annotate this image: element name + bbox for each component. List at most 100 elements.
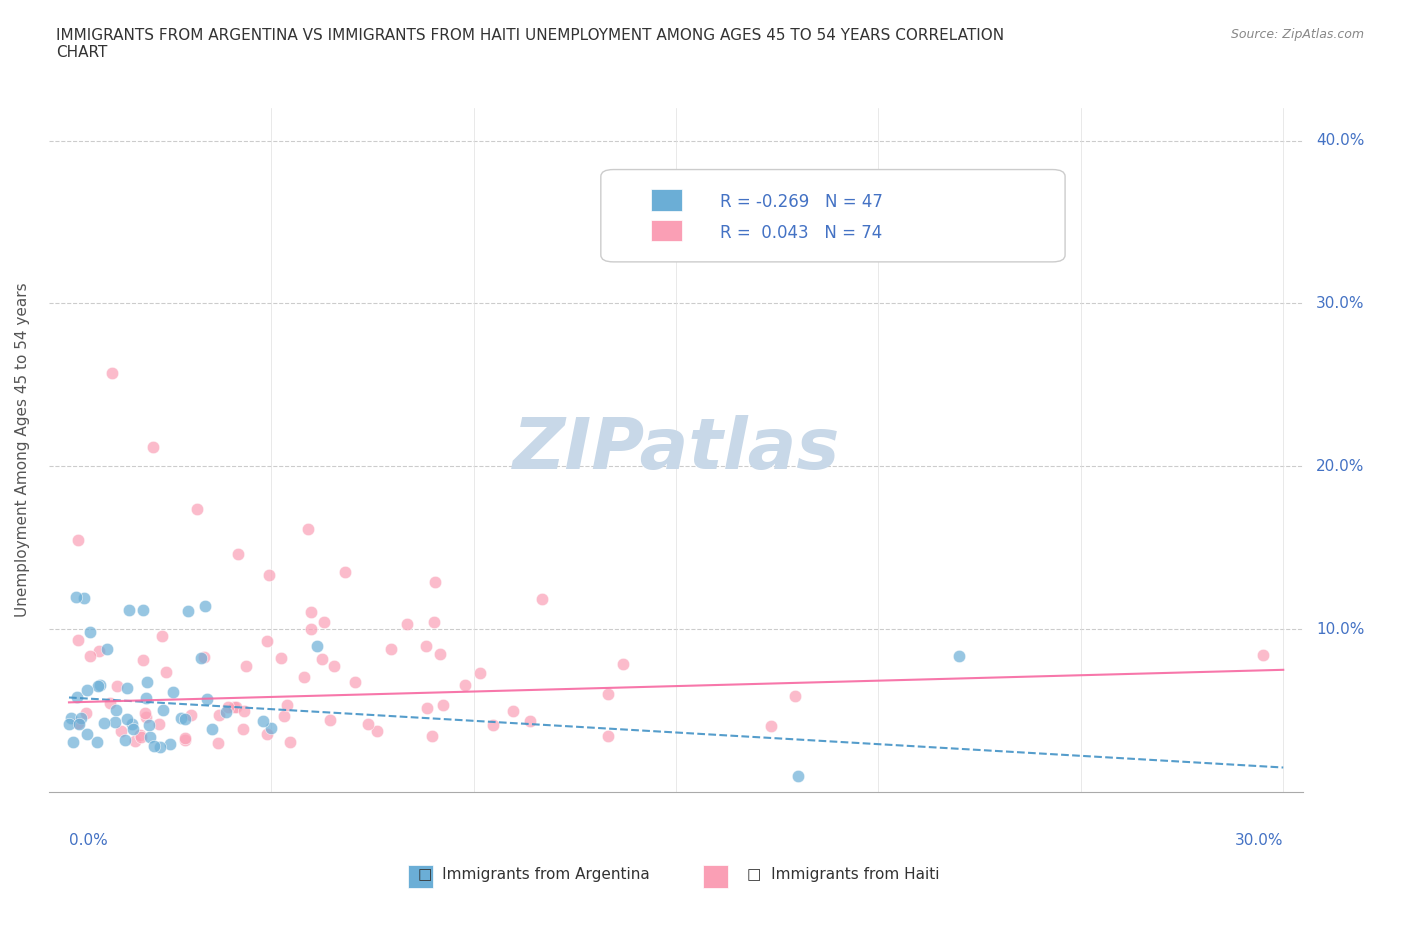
Point: [454, 678, 477, 693]
Point: [138, 717, 160, 732]
Point: [70, 711, 93, 725]
Point: [118, 603, 141, 618]
Point: [208, 707, 231, 722]
Point: [297, 522, 319, 537]
Point: [395, 617, 418, 631]
Point: [415, 639, 437, 654]
Point: [259, 567, 281, 582]
Point: [482, 718, 505, 733]
Point: [232, 722, 254, 737]
Point: [273, 708, 295, 723]
Point: [135, 691, 157, 706]
Point: [311, 651, 333, 666]
Point: [96, 642, 118, 657]
Point: [785, 688, 807, 703]
Point: [190, 651, 212, 666]
Point: [180, 707, 202, 722]
Point: [76, 683, 98, 698]
Point: [948, 649, 970, 664]
Point: [193, 598, 215, 613]
Text: □  Immigrants from Argentina: □ Immigrants from Argentina: [419, 867, 650, 882]
Point: [432, 698, 454, 712]
Point: [343, 674, 366, 689]
Point: [323, 658, 346, 673]
Point: [256, 726, 278, 741]
Y-axis label: Unemployment Among Ages 45 to 54 years: Unemployment Among Ages 45 to 54 years: [15, 283, 30, 618]
Point: [280, 735, 302, 750]
Point: [101, 365, 124, 380]
Point: [129, 727, 152, 742]
Point: [468, 666, 491, 681]
Bar: [651, 219, 682, 242]
Point: [423, 614, 446, 629]
Point: [131, 730, 153, 745]
Point: [380, 642, 402, 657]
Point: [89, 677, 111, 692]
Point: [110, 724, 132, 738]
FancyBboxPatch shape: [600, 169, 1066, 262]
Point: [429, 646, 451, 661]
Point: [307, 638, 329, 653]
Point: [152, 702, 174, 717]
Point: [121, 716, 143, 731]
Point: [173, 733, 195, 748]
Point: [260, 721, 283, 736]
Point: [139, 729, 162, 744]
Point: [502, 704, 524, 719]
Point: [79, 648, 101, 663]
Point: [270, 650, 292, 665]
Point: [186, 501, 208, 516]
Point: [201, 722, 224, 737]
Point: [519, 714, 541, 729]
Point: [66, 715, 89, 730]
Point: [76, 726, 98, 741]
Point: [197, 692, 219, 707]
Point: [786, 768, 808, 783]
Text: Source: ZipAtlas.com: Source: ZipAtlas.com: [1230, 28, 1364, 41]
Point: [174, 730, 197, 745]
Point: [256, 633, 278, 648]
Text: □  Immigrants from Haiti: □ Immigrants from Haiti: [748, 867, 939, 882]
Point: [75, 705, 97, 720]
Point: [761, 719, 783, 734]
Text: IMMIGRANTS FROM ARGENTINA VS IMMIGRANTS FROM HAITI UNEMPLOYMENT AMONG AGES 45 TO: IMMIGRANTS FROM ARGENTINA VS IMMIGRANTS …: [56, 28, 1004, 60]
Point: [59, 711, 82, 725]
Point: [149, 739, 172, 754]
Point: [87, 644, 110, 658]
Point: [98, 696, 121, 711]
Point: [86, 735, 108, 750]
Point: [132, 652, 155, 667]
Text: 20.0%: 20.0%: [1316, 458, 1364, 473]
Point: [225, 699, 247, 714]
Point: [177, 604, 200, 618]
Point: [117, 711, 139, 726]
Point: [122, 722, 145, 737]
Point: [335, 565, 357, 579]
Text: 0.0%: 0.0%: [69, 833, 108, 848]
Text: 10.0%: 10.0%: [1316, 621, 1364, 637]
Point: [318, 712, 340, 727]
Point: [104, 714, 127, 729]
Text: 30.0%: 30.0%: [1234, 833, 1284, 848]
Point: [150, 629, 173, 644]
Bar: [651, 189, 682, 210]
Point: [67, 632, 90, 647]
Point: [233, 704, 256, 719]
Point: [226, 546, 249, 561]
Point: [314, 615, 336, 630]
Point: [134, 705, 156, 720]
Point: [67, 716, 90, 731]
Point: [105, 679, 128, 694]
Point: [299, 622, 322, 637]
Point: [142, 439, 165, 454]
Point: [222, 700, 245, 715]
Point: [148, 717, 170, 732]
Point: [155, 665, 177, 680]
Point: [143, 738, 166, 753]
Point: [115, 680, 138, 695]
Point: [598, 687, 620, 702]
Point: [73, 591, 96, 605]
Point: [87, 678, 110, 693]
Point: [425, 575, 447, 590]
Bar: [408, 865, 433, 888]
